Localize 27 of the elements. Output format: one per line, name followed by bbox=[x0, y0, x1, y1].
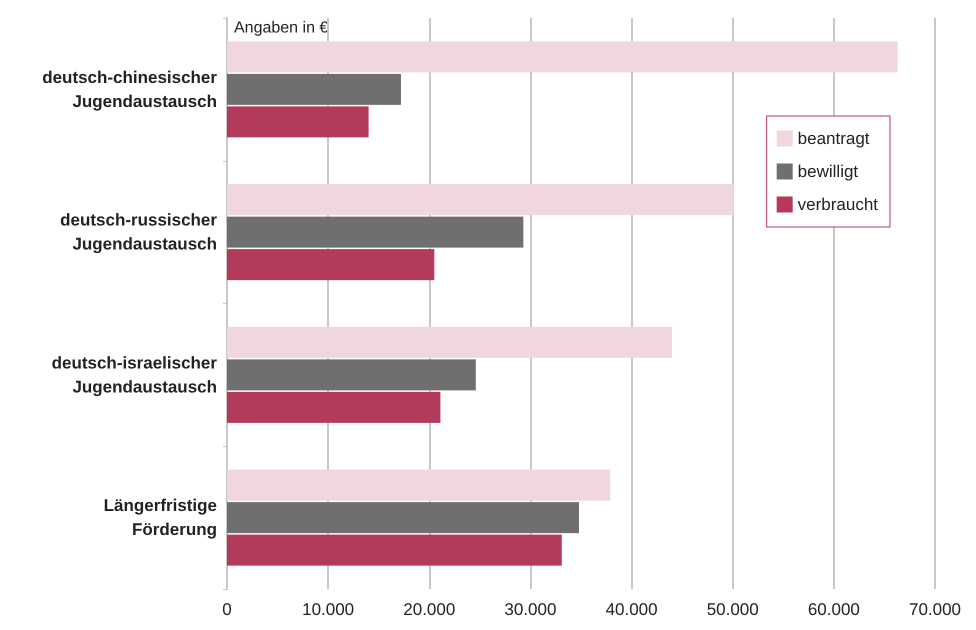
y-tick-label: deutsch-chinesischer Jugendaustausch bbox=[42, 68, 218, 111]
bar bbox=[227, 392, 440, 423]
bar bbox=[227, 359, 476, 390]
x-tick-label: 0 bbox=[222, 600, 232, 619]
bar bbox=[227, 249, 434, 280]
x-tick-label: 40.000 bbox=[606, 600, 658, 619]
bar bbox=[227, 326, 672, 358]
y-tick-label: deutsch-israelischer Jugendaustausch bbox=[52, 353, 218, 396]
bar bbox=[227, 41, 898, 72]
legend-label: verbraucht bbox=[798, 195, 878, 214]
bar bbox=[227, 106, 369, 138]
x-tick-label: 50.000 bbox=[706, 600, 759, 619]
bar bbox=[227, 216, 524, 248]
bar bbox=[227, 184, 734, 216]
legend-label: bewilligt bbox=[798, 162, 858, 181]
x-tick-label: 10.000 bbox=[302, 600, 354, 619]
bar bbox=[227, 534, 562, 566]
x-tick-label: 30.000 bbox=[504, 600, 556, 619]
bar bbox=[227, 502, 579, 534]
bar bbox=[227, 74, 401, 105]
x-tick-label: 70.000 bbox=[909, 600, 961, 619]
legend-label: beantragt bbox=[798, 129, 870, 148]
x-tick-label: 60.000 bbox=[808, 600, 860, 619]
x-tick-label: 20.000 bbox=[403, 600, 456, 619]
y-tick-label: Längerfristige Förderung bbox=[104, 496, 217, 540]
bar bbox=[227, 470, 610, 501]
y-tick-label: deutsch-russischer Jugendaustausch bbox=[60, 210, 218, 254]
